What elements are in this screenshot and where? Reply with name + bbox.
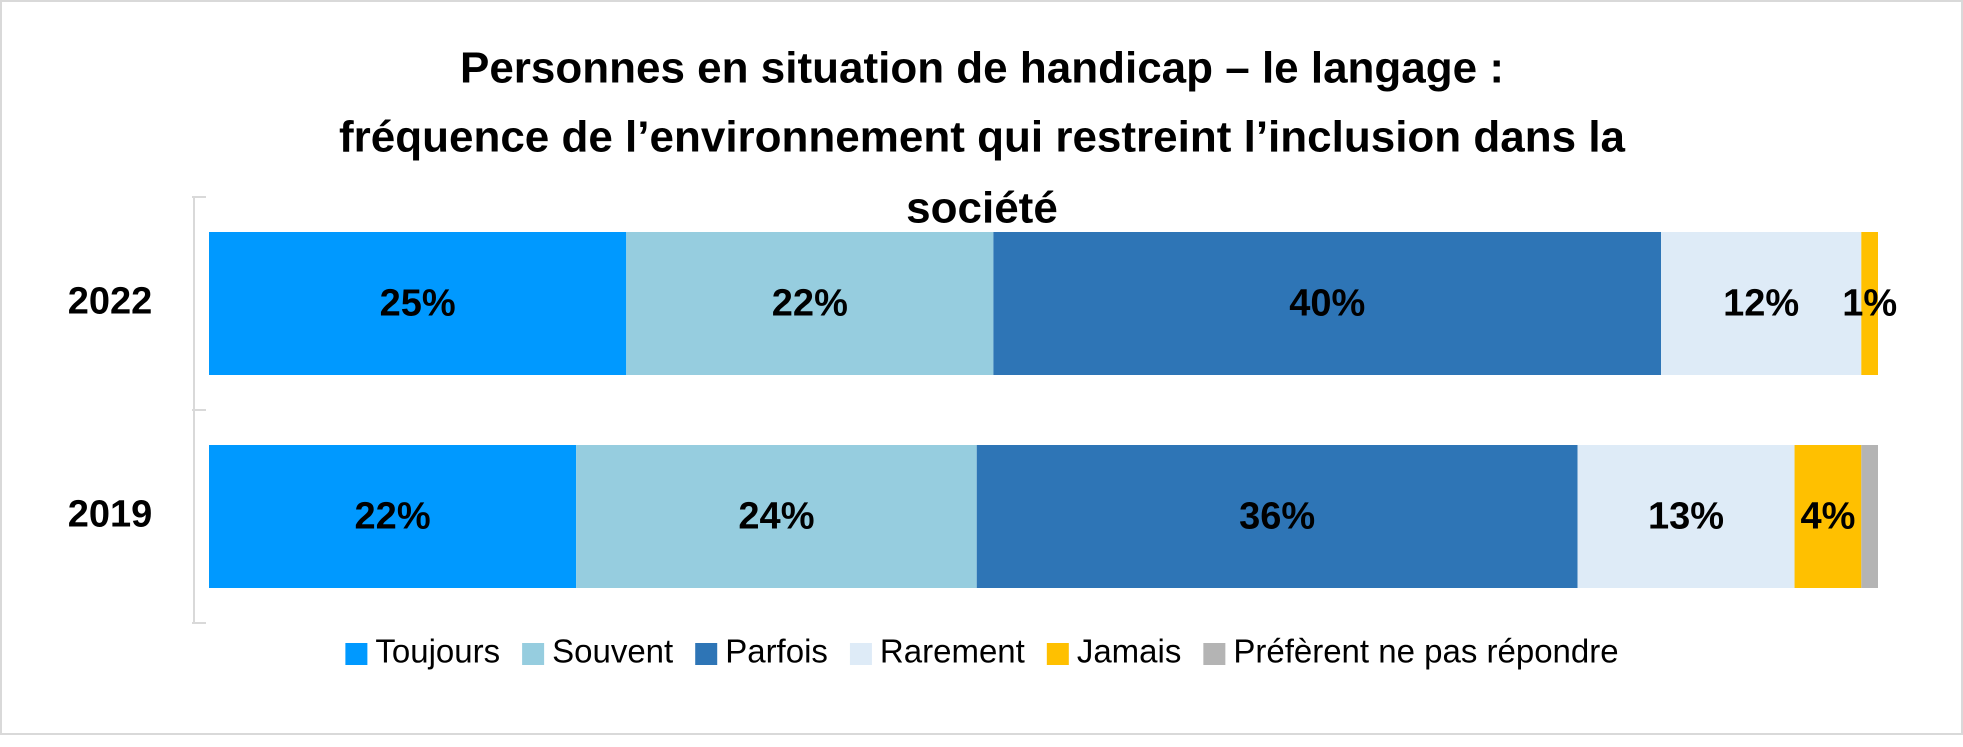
data-label: 36%	[1239, 496, 1315, 538]
legend-swatch	[695, 643, 718, 665]
chart-title: Personnes en situation de handicap – le …	[460, 44, 1504, 93]
bar-segment	[1661, 232, 1862, 375]
legend-label: Préfèrent ne pas répondre	[1233, 633, 1618, 670]
data-label: 22%	[355, 496, 431, 538]
data-label: 12%	[1723, 283, 1799, 325]
data-label: 40%	[1289, 283, 1365, 325]
chart-title: société	[906, 184, 1058, 233]
legend-label: Jamais	[1077, 633, 1182, 670]
bar-segment	[576, 445, 977, 588]
y-tick-label: 2022	[68, 281, 153, 323]
legend-swatch	[522, 643, 545, 665]
data-label: 22%	[772, 283, 848, 325]
bar-segment	[1577, 445, 1795, 588]
bar-segment	[209, 445, 577, 588]
legend-label: Rarement	[880, 633, 1025, 670]
legend-label: Parfois	[725, 633, 828, 670]
data-label: 25%	[380, 283, 456, 325]
legend-swatch	[345, 643, 368, 665]
bar-segment	[1861, 232, 1878, 375]
legend-label: Souvent	[552, 633, 673, 670]
y-tick-label: 2019	[68, 494, 153, 536]
bar-segment	[976, 445, 1578, 588]
legend-label: Toujours	[375, 633, 500, 670]
chart-title: fréquence de l’environnement qui restrei…	[339, 113, 1626, 162]
bar-segment	[209, 232, 627, 375]
legend-swatch	[1203, 643, 1226, 665]
data-label: 1%	[1842, 283, 1897, 325]
data-label: 13%	[1648, 496, 1724, 538]
legend-swatch	[849, 643, 872, 665]
bar-segment	[1861, 445, 1878, 588]
bar-segment	[626, 232, 994, 375]
data-label: 24%	[738, 496, 814, 538]
bar-segment	[993, 232, 1662, 375]
bar-segment	[1794, 445, 1862, 588]
data-label: 4%	[1800, 496, 1855, 538]
category-axis	[192, 196, 206, 624]
legend-swatch	[1046, 643, 1069, 665]
